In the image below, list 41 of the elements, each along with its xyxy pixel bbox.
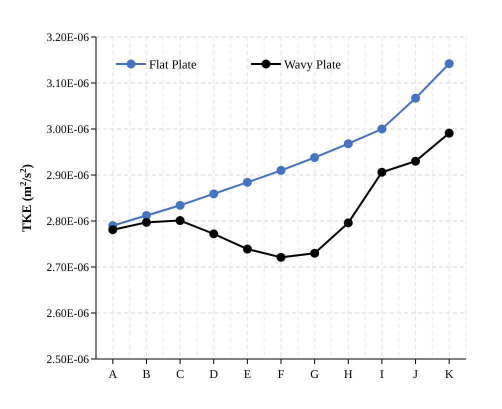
point (108, 225, 118, 234)
x-tick-label: F (278, 367, 285, 381)
point (276, 166, 286, 175)
x-tick-label: K (444, 367, 454, 381)
x-tick-label: D (209, 367, 218, 381)
x-tick-label: J (413, 367, 418, 381)
x-tick-label: I (380, 367, 384, 381)
x-tick-label: A (108, 367, 118, 381)
point (242, 178, 252, 187)
y-tick-label: 2.90E-06 (46, 170, 90, 182)
x-tick-label: H (344, 367, 353, 381)
y-tick-label: 3.10E-06 (46, 78, 90, 90)
legend-label: Wavy Plate (284, 57, 342, 72)
point (310, 248, 320, 258)
point (344, 139, 353, 148)
x-tick-label: C (176, 367, 184, 381)
point (142, 218, 151, 227)
point (444, 128, 454, 138)
y-tick-label: 2.50E-06 (46, 354, 90, 366)
point (377, 168, 386, 177)
y-tick-label: 2.60E-06 (46, 308, 90, 320)
x-tick-label: G (310, 367, 320, 381)
point (444, 59, 454, 68)
point (276, 252, 286, 262)
point (310, 153, 320, 162)
y-tick-label: 3.00E-06 (46, 124, 90, 136)
x-tick-label: B (142, 367, 150, 381)
x-tick-label: E (244, 367, 252, 381)
point (377, 124, 386, 134)
y-tick-label: 2.80E-06 (46, 216, 90, 228)
point (411, 94, 420, 103)
point (344, 218, 353, 228)
legend-label: Flat Plate (149, 57, 198, 72)
y-tick-label: 2.70E-06 (46, 262, 90, 274)
y-tick-label: 3.20E-06 (46, 32, 90, 44)
point (411, 156, 420, 166)
point (176, 216, 185, 226)
point (209, 189, 218, 198)
point (176, 200, 185, 210)
point (209, 229, 218, 238)
point (242, 244, 252, 254)
